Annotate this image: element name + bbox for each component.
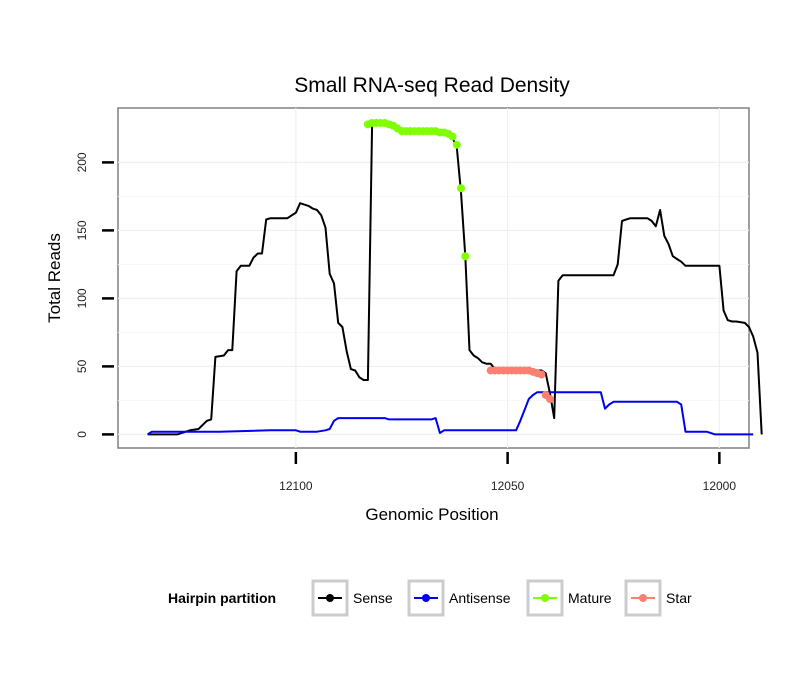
mature-point (452, 140, 461, 149)
mature-legend-dot (541, 594, 549, 602)
grid-lines (118, 108, 749, 448)
antisense-legend-dot (422, 594, 430, 602)
y-tick-label: 100 (75, 288, 89, 308)
plot-panel (117, 107, 750, 449)
x-tick-label: 12050 (491, 479, 525, 493)
mature-point (461, 252, 470, 261)
antisense-series-line (147, 391, 754, 436)
data-series (147, 118, 763, 436)
sense-legend-dot (326, 594, 334, 602)
y-axis-title: Total Reads (45, 233, 64, 323)
y-tick-label: 0 (75, 431, 89, 438)
y-tick-label: 50 (75, 359, 89, 373)
mature-point (457, 184, 466, 193)
x-tick-label: 12000 (703, 479, 737, 493)
y-tick-label: 200 (75, 152, 89, 172)
mature-legend-label: Mature (568, 590, 612, 606)
mature-point (448, 132, 457, 141)
chart-title: Small RNA-seq Read Density (294, 74, 570, 97)
star-legend-label: Star (666, 590, 692, 606)
y-tick-label: 150 (75, 220, 89, 240)
x-tick-label: 12100 (279, 479, 313, 493)
legend-title: Hairpin partition (168, 590, 276, 606)
sense-legend-label: Sense (353, 590, 393, 606)
star-point (537, 370, 546, 379)
antisense-legend-label: Antisense (449, 590, 511, 606)
star-legend-dot (639, 594, 647, 602)
x-axis-title: Genomic Position (365, 505, 498, 524)
legend: Hairpin partition Sense Antisense Mature St… (168, 579, 692, 617)
star-point (545, 395, 554, 404)
axes: 0 50 100 150 200 12100 12050 12000 (75, 152, 736, 493)
